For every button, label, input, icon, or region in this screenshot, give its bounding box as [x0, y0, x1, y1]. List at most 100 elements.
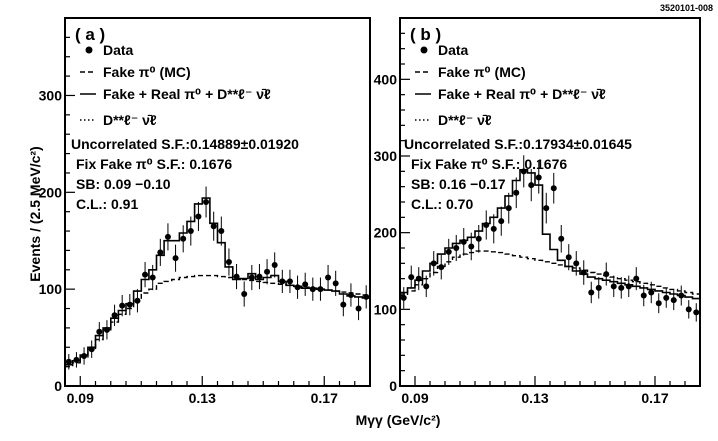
panel-b-series	[400, 155, 700, 322]
data-point	[453, 245, 460, 251]
data-point	[119, 302, 126, 309]
data-point	[648, 289, 655, 296]
data-point	[88, 346, 95, 353]
data-point	[610, 283, 617, 290]
total-fit-histogram	[65, 197, 370, 366]
data-point	[195, 213, 202, 220]
data-point	[225, 259, 232, 266]
legend-dstar-label: D**ℓ⁻ ν̄ℓ	[438, 112, 492, 128]
y-tick-label: 100	[374, 301, 398, 317]
legend-total-label: Fake + Real π⁰ + D**ℓ⁻ ν̄ℓ	[103, 86, 271, 102]
total-fit-histogram	[400, 169, 700, 300]
y-tick-label: 400	[374, 71, 398, 87]
y-tick-label: 200	[374, 225, 398, 241]
data-point	[693, 309, 700, 316]
data-point	[535, 174, 542, 181]
data-point	[347, 291, 354, 298]
data-point	[408, 274, 415, 281]
annotation-fix-sf: Fix Fake π⁰ S.F.: 0.1676	[76, 156, 232, 172]
data-point	[325, 274, 332, 281]
annotation-sb: SB: 0.16 −0.17	[411, 176, 506, 192]
data-point	[256, 273, 263, 280]
data-point	[180, 235, 187, 242]
legend-fake-label: Fake π⁰ (MC)	[438, 64, 526, 80]
data-point	[438, 264, 445, 271]
x-tick-label: 0.17	[641, 390, 668, 406]
data-point	[103, 326, 110, 333]
legend-total-label: Fake + Real π⁰ + D**ℓ⁻ ν̄ℓ	[438, 86, 606, 102]
x-axis-label: Mγγ (GeV/c²)	[356, 412, 441, 428]
data-point	[588, 289, 595, 296]
legend-data-label: Data	[103, 42, 134, 58]
data-point	[294, 284, 301, 291]
y-tick-label: 0	[54, 378, 62, 394]
x-tick-label: 0.13	[189, 390, 216, 406]
y-tick-label: 200	[39, 184, 63, 200]
data-point	[558, 235, 565, 242]
data-point	[203, 199, 210, 205]
data-point	[81, 352, 88, 359]
y-axis-label: Events / (2.5 MeV/c²)	[27, 146, 43, 281]
data-point	[528, 182, 535, 189]
data-point	[126, 301, 133, 308]
data-point	[210, 223, 217, 230]
data-point	[678, 292, 685, 299]
legend-data-label: Data	[438, 42, 469, 58]
data-point	[520, 168, 527, 175]
data-point	[73, 356, 80, 363]
data-point	[302, 281, 309, 288]
data-point	[580, 269, 587, 276]
x-tick-label: 0.09	[67, 390, 94, 406]
data-point	[460, 238, 467, 245]
annotation-cl: C.L.: 0.70	[411, 196, 473, 212]
data-point	[363, 293, 370, 300]
legend-dstar-label: D**ℓ⁻ ν̄ℓ	[103, 112, 157, 128]
data-point	[279, 278, 286, 285]
data-point	[468, 243, 475, 250]
panel-b: ( b ) Data Fake π⁰ (MC) Fake + Real π⁰ +…	[374, 17, 701, 406]
fake-pi0-mc-histogram	[65, 274, 370, 368]
data-point	[271, 261, 278, 268]
data-point	[355, 305, 362, 312]
data-point	[187, 228, 194, 235]
annotation-cl: C.L.: 0.91	[76, 196, 138, 212]
data-point	[625, 283, 632, 290]
data-point	[65, 358, 72, 365]
legend-fake-label: Fake π⁰ (MC)	[103, 64, 191, 80]
data-point	[264, 268, 271, 275]
data-point	[415, 275, 422, 282]
data-point	[248, 274, 255, 281]
panel-a-ticks: 0 100 200 300 0.09 0.13 0.17	[39, 17, 371, 406]
panel-b-label: ( b )	[410, 25, 441, 44]
data-point	[332, 280, 339, 287]
data-point	[430, 260, 437, 267]
legend-data-marker	[85, 46, 93, 54]
x-tick-label: 0.09	[401, 390, 428, 406]
data-point	[663, 294, 670, 301]
y-tick-label: 300	[39, 87, 63, 103]
data-point	[685, 306, 692, 313]
x-tick-label: 0.13	[521, 390, 548, 406]
legend-data-marker	[420, 46, 428, 54]
data-point	[164, 233, 171, 240]
data-point	[633, 275, 640, 282]
data-point	[543, 205, 550, 212]
data-point	[134, 297, 141, 304]
data-point	[498, 218, 505, 225]
panel-a-label: ( a )	[75, 25, 105, 44]
data-point	[513, 189, 520, 196]
data-point	[595, 284, 602, 291]
data-point	[655, 300, 662, 307]
data-point	[475, 235, 482, 242]
data-point	[96, 328, 103, 335]
panel-b-ticks: 0 100 200 300 400 0.09 0.13 0.17	[374, 17, 701, 406]
y-tick-label: 100	[39, 281, 63, 297]
annotation-sb: SB: 0.09 −0.10	[76, 176, 171, 192]
data-point	[618, 284, 625, 291]
data-point	[603, 271, 610, 278]
data-point	[640, 292, 647, 299]
data-point	[400, 294, 407, 301]
data-point	[241, 291, 248, 297]
data-point	[483, 222, 490, 228]
